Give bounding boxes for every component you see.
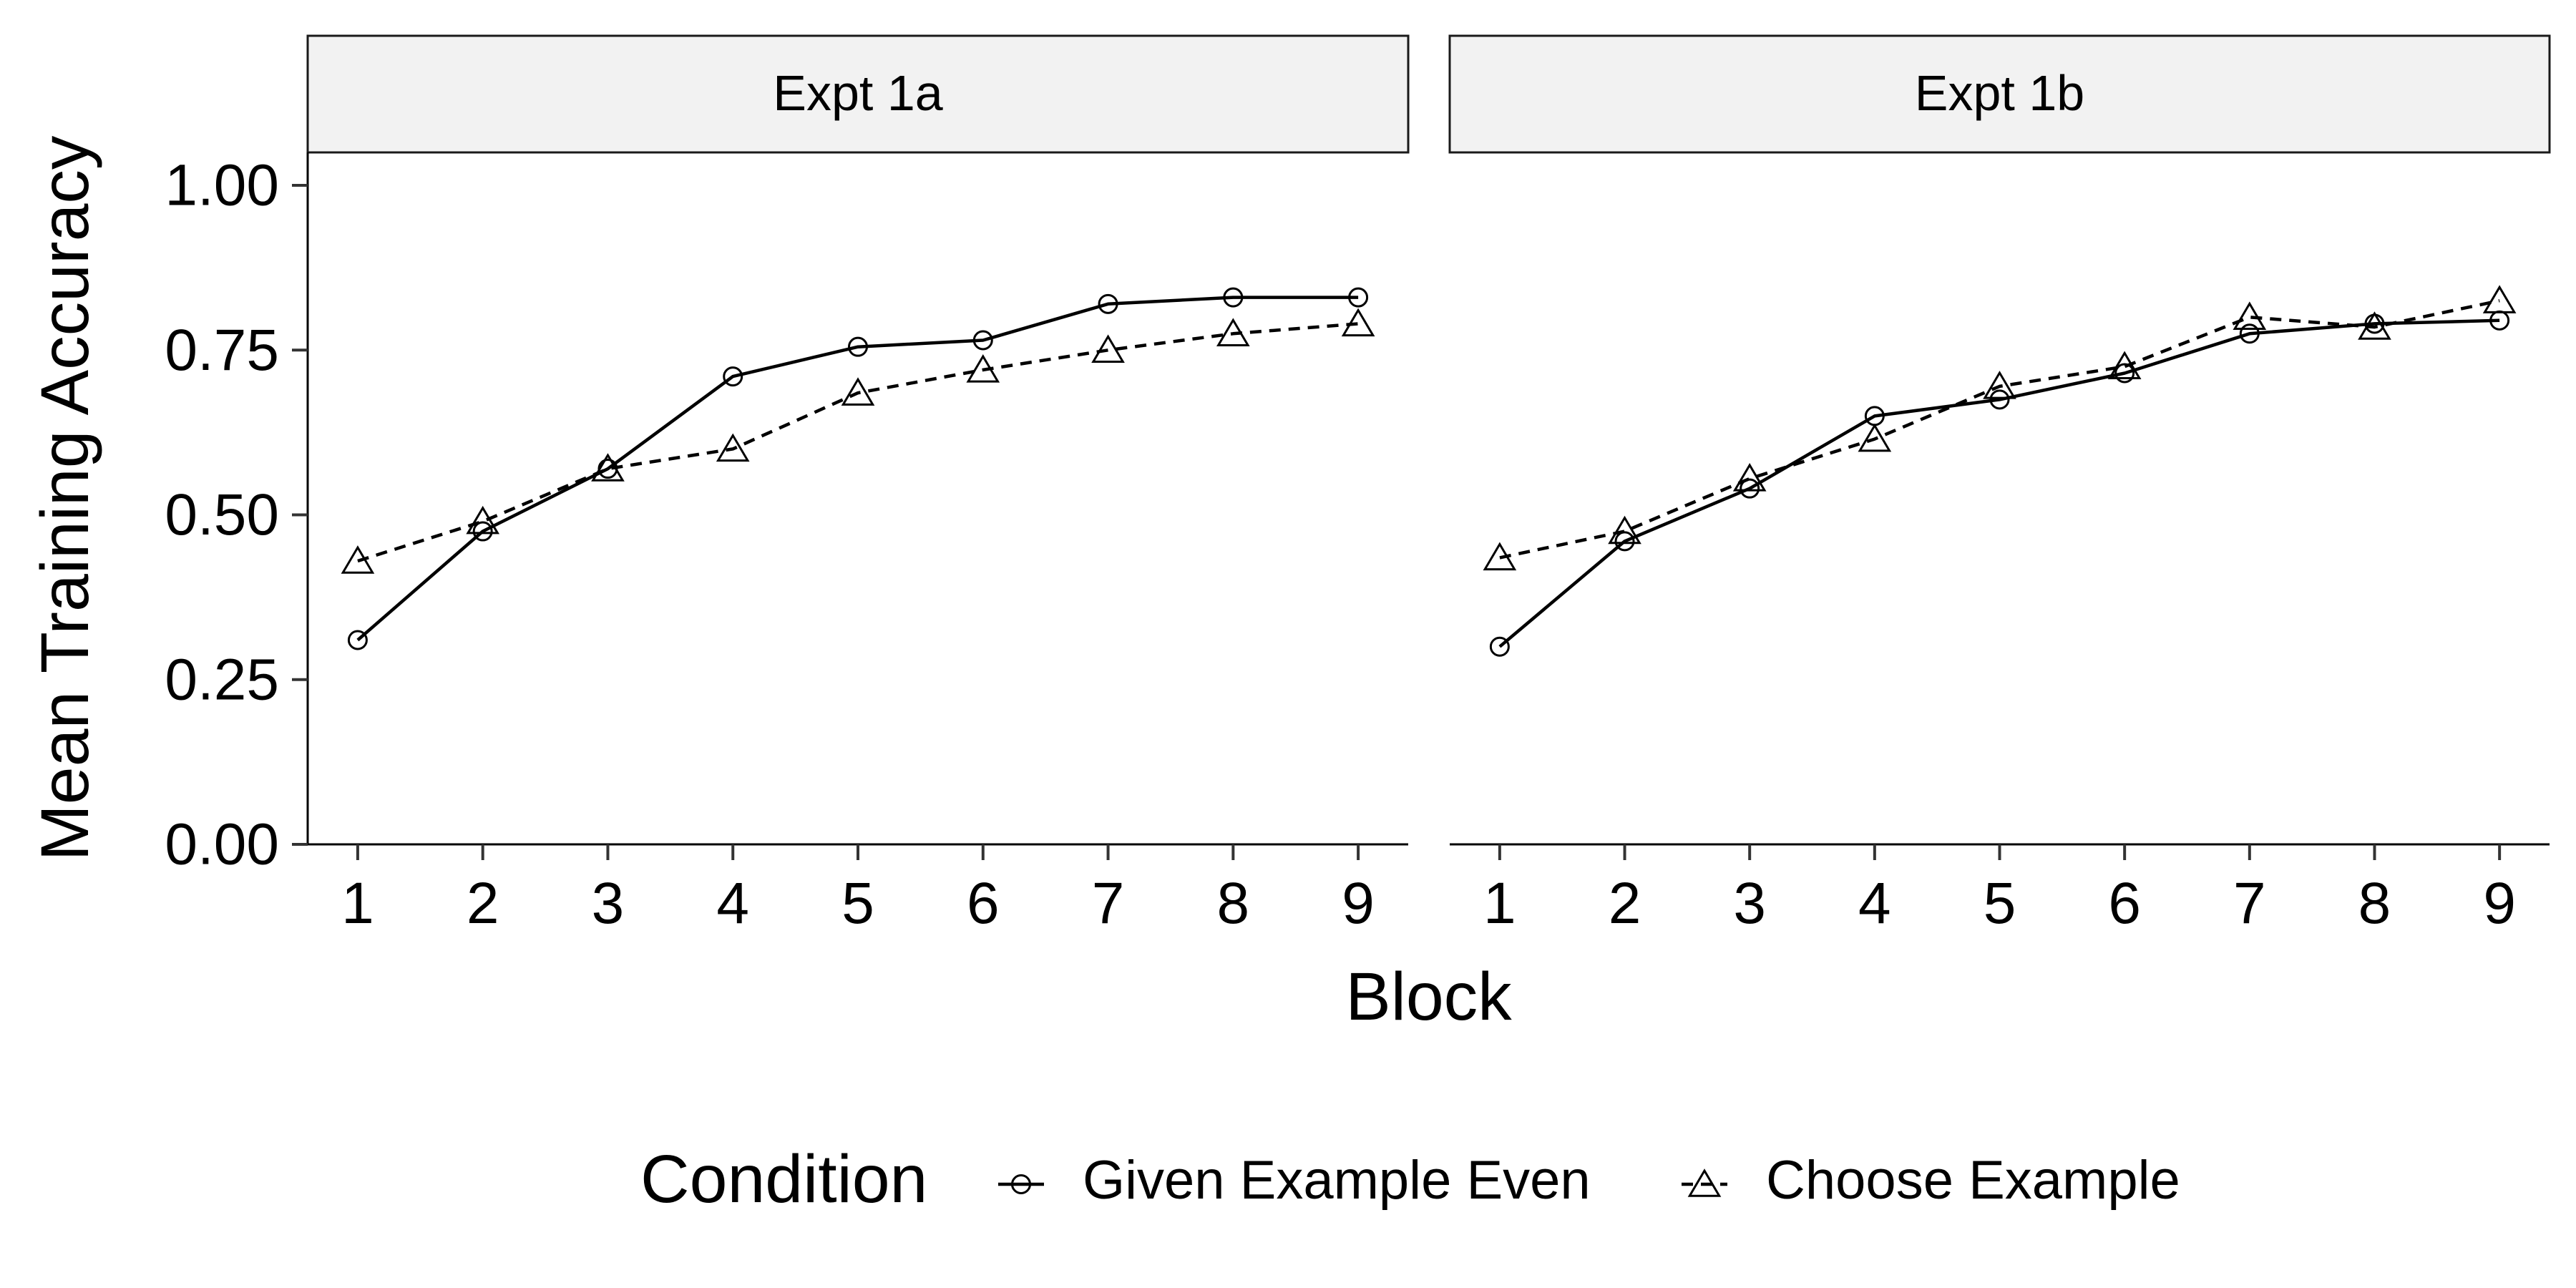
data-point-choose-example <box>341 545 375 574</box>
legend-label: Choose Example <box>1766 1150 2180 1211</box>
legend-item-choose-example: Choose Example <box>1682 1150 2180 1211</box>
legend-title: Condition <box>640 1141 927 1217</box>
y-tick-label: 0.50 <box>165 482 279 547</box>
data-point-given-example-even <box>848 336 868 357</box>
y-axis: 0.00 0.25 0.50 0.75 1.00 <box>165 152 309 877</box>
data-point-given-example-even <box>2239 323 2260 344</box>
legend: Condition Given Example Even Choose Examp… <box>640 1141 2180 1217</box>
y-tick-label: 0.25 <box>165 647 279 712</box>
data-point-choose-example <box>2233 301 2267 330</box>
x-tick-label: 4 <box>716 871 749 936</box>
x-tick-label: 8 <box>1217 871 1250 936</box>
facet-strip-background <box>1448 34 2551 154</box>
series-line-given-example-even <box>356 296 1359 642</box>
series-line-choose-example <box>357 322 1359 563</box>
data-point-given-example-even <box>972 330 993 351</box>
data-point-choose-example <box>1216 318 1250 346</box>
data-point-given-example-even <box>1489 636 1510 657</box>
x-tick-label: 7 <box>2233 871 2266 936</box>
legend-key-circle-icon <box>1011 1174 1031 1194</box>
x-tick-label: 3 <box>1733 871 1766 936</box>
legend-key-triangle-icon <box>1687 1169 1722 1197</box>
x-tick-label: 1 <box>341 871 374 936</box>
y-tick-label: 1.00 <box>165 153 279 218</box>
x-tick-label: 4 <box>1858 871 1891 936</box>
series-line-choose-example <box>1499 298 2500 560</box>
data-point-choose-example <box>841 377 875 406</box>
data-point-given-example-even <box>1348 287 1369 308</box>
y-axis-title: Mean Training Accuracy <box>27 135 103 861</box>
x-axis-title: Block <box>1345 959 1512 1035</box>
legend-item-given-example-even: Given Example Even <box>998 1150 1591 1211</box>
x-tick-label: 6 <box>2108 871 2141 936</box>
y-tick-label: 0.75 <box>165 318 279 383</box>
facet-strip-label: Expt 1b <box>1915 65 2084 121</box>
x-tick-label: 6 <box>967 871 1000 936</box>
x-tick-label: 2 <box>467 871 499 936</box>
data-point-choose-example <box>2482 285 2517 313</box>
data-point-given-example-even <box>1614 531 1635 552</box>
panel-expt-1a: Expt 1a 1 2 3 4 5 6 7 8 9 <box>306 34 1410 936</box>
data-point-choose-example <box>1483 542 1517 571</box>
legend-label: Given Example Even <box>1083 1150 1591 1211</box>
data-point-choose-example <box>716 433 750 462</box>
data-point-choose-example <box>591 453 625 482</box>
y-tick-label: 0.00 <box>165 812 279 877</box>
data-point-choose-example <box>1608 515 1641 545</box>
data-point-given-example-even <box>2114 363 2135 384</box>
x-tick-label: 1 <box>1483 871 1516 936</box>
data-point-choose-example <box>1983 371 2016 399</box>
data-point-given-example-even <box>1223 287 1244 308</box>
facet-strip-background <box>306 34 1410 154</box>
data-point-given-example-even <box>1740 478 1760 499</box>
x-tick-label: 7 <box>1092 871 1125 936</box>
x-tick-label: 5 <box>841 871 874 936</box>
panel-marks <box>341 287 1375 650</box>
panel-expt-1b: Expt 1b 1 2 3 4 5 6 7 8 9 <box>1448 34 2551 936</box>
data-point-choose-example <box>1341 308 1375 337</box>
panel-marks <box>1483 285 2517 657</box>
data-point-given-example-even <box>347 630 368 650</box>
data-point-choose-example <box>2107 351 2142 380</box>
legend-items: Given Example Even Choose Example <box>998 1150 2180 1211</box>
x-tick-label: 8 <box>2358 871 2391 936</box>
x-tick-label: 9 <box>1342 871 1375 936</box>
data-point-given-example-even <box>723 366 743 387</box>
data-point-choose-example <box>1858 423 1892 452</box>
data-point-choose-example <box>1732 463 1767 492</box>
x-tick-label: 2 <box>1609 871 1641 936</box>
data-point-choose-example <box>1091 334 1125 363</box>
data-point-choose-example <box>466 505 500 535</box>
data-point-given-example-even <box>472 521 493 542</box>
data-point-choose-example <box>966 354 1000 383</box>
series-line-given-example-even <box>1498 318 2500 648</box>
data-point-given-example-even <box>1989 389 2010 410</box>
x-tick-label: 9 <box>2483 871 2516 936</box>
data-point-given-example-even <box>1098 293 1118 314</box>
facet-strip-label: Expt 1a <box>773 65 942 121</box>
x-tick-label: 3 <box>592 871 625 936</box>
data-point-choose-example <box>2358 311 2391 340</box>
x-tick-label: 5 <box>1984 871 2016 936</box>
